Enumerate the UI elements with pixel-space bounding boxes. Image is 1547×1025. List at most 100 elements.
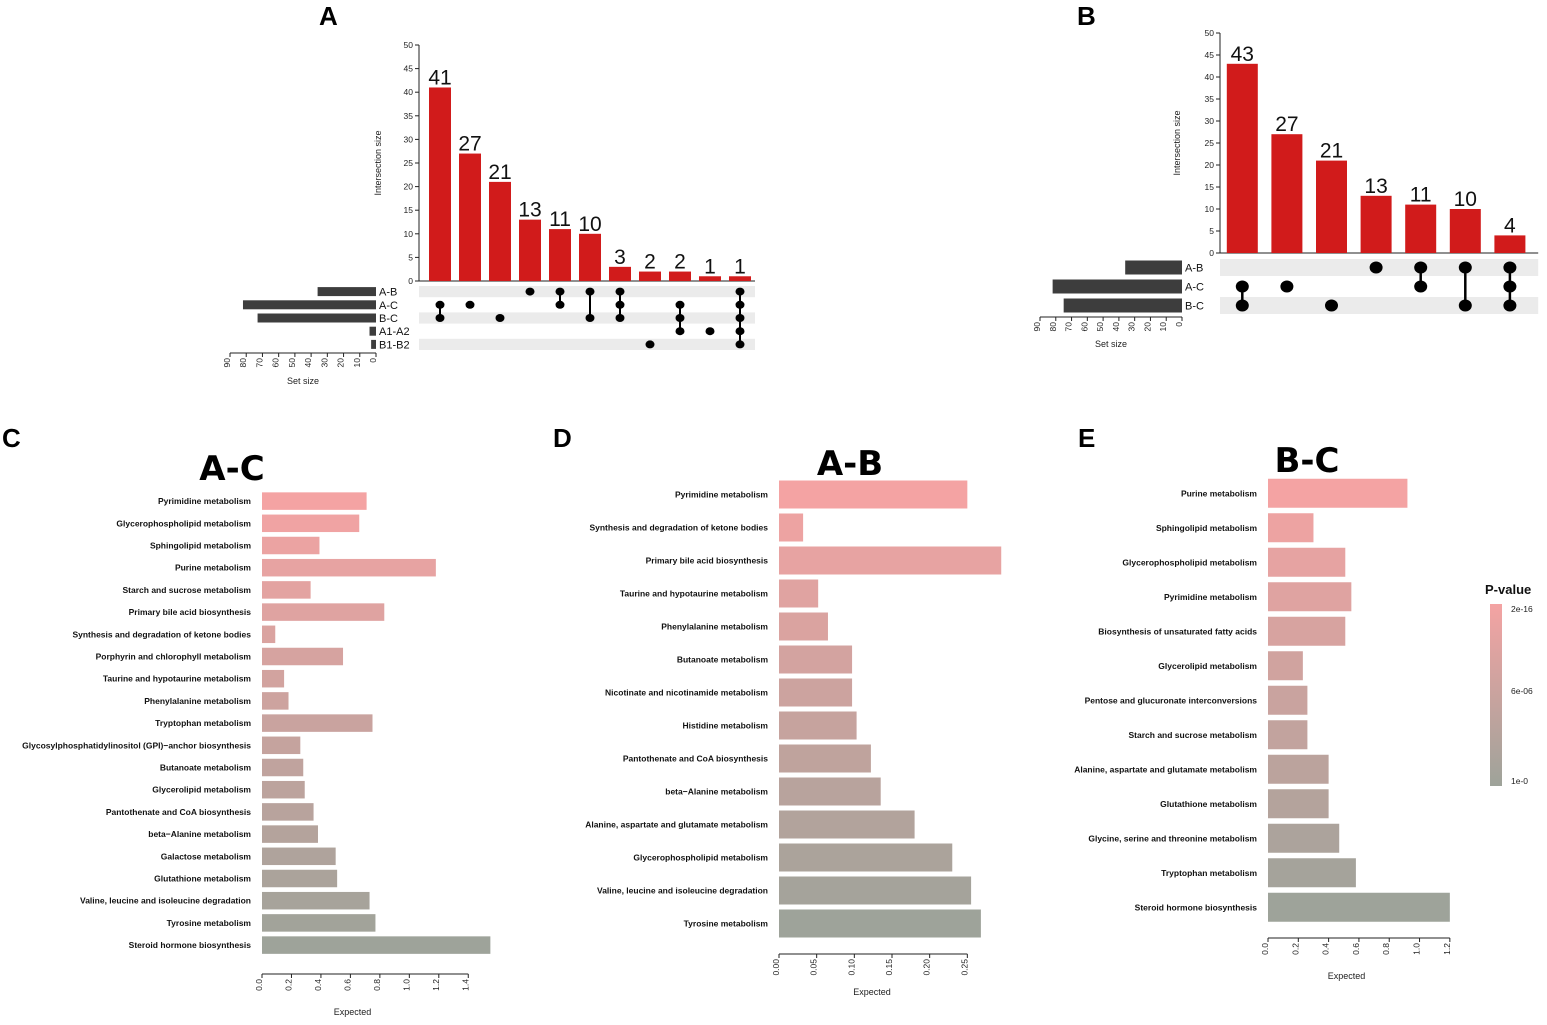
y-tick-label: 40 <box>1205 72 1215 82</box>
y-tick-label: 30 <box>404 134 414 144</box>
matrix-dot <box>1414 280 1428 293</box>
matrix-dot <box>735 287 745 296</box>
matrix-dot <box>555 287 565 296</box>
category-label: Phenylalanine metabolism <box>144 696 251 706</box>
intersection-bar <box>1449 209 1481 253</box>
category-bar <box>779 513 804 542</box>
y-tick-label: 15 <box>1205 182 1215 192</box>
set-size-tick-label: 0 <box>1174 322 1184 327</box>
category-label: Galactose metabolism <box>161 851 252 861</box>
matrix-dot <box>645 340 655 349</box>
y-tick-label: 25 <box>404 158 414 168</box>
category-label: Valine, leucine and isoleucine degradati… <box>597 886 768 896</box>
category-label: Pantothenate and CoA biosynthesis <box>623 754 768 764</box>
category-label: Glycine, serine and threonine metabolism <box>1088 833 1257 843</box>
bar-value-label: 27 <box>458 133 481 156</box>
category-bar <box>779 612 828 641</box>
set-size-bar <box>371 339 376 349</box>
y-tick-label: 50 <box>404 40 414 50</box>
y-tick-label: 45 <box>1205 50 1215 60</box>
set-size-tick-label: 60 <box>271 358 281 368</box>
category-label: Glycerophospholipid metabolism <box>1122 557 1257 567</box>
y-tick-label: 35 <box>1205 94 1215 104</box>
matrix-dot <box>735 340 745 349</box>
set-size-axis-label: Set size <box>287 376 319 386</box>
category-label: Synthesis and degradation of ketone bodi… <box>589 523 768 533</box>
matrix-dot <box>555 300 565 309</box>
category-label: Taurine and hypotaurine metabolism <box>103 674 252 684</box>
category-bar <box>1268 513 1314 543</box>
category-bar <box>262 780 305 799</box>
x-tick-label: 1.2 <box>431 979 441 991</box>
bar-value-label: 21 <box>1320 140 1343 163</box>
set-size-tick-label: 20 <box>1142 322 1152 332</box>
intersection-bar <box>669 271 691 281</box>
matrix-row-band <box>1220 297 1539 314</box>
category-bar <box>262 714 373 732</box>
matrix-dot <box>525 287 535 296</box>
category-bar <box>262 869 338 888</box>
category-label: Primary bile acid biosynthesis <box>646 556 769 566</box>
matrix-dot <box>1414 261 1428 274</box>
x-axis-label: Expected <box>334 1007 372 1017</box>
matrix-dot <box>585 287 595 296</box>
matrix-row-band <box>419 338 755 350</box>
bar-value-label: 2 <box>674 251 686 274</box>
set-size-tick-label: 20 <box>336 358 346 368</box>
category-bar <box>1268 582 1352 612</box>
x-tick-label: 0.25 <box>959 959 969 976</box>
set-size-bar <box>242 300 376 310</box>
x-tick-label: 1.0 <box>401 979 411 991</box>
set-size-tick-label: 90 <box>1032 322 1042 332</box>
category-label: Pyrimidine metabolism <box>1164 592 1257 602</box>
category-bar <box>262 692 289 710</box>
category-bar <box>262 803 314 821</box>
bar-value-label: 1 <box>704 255 716 278</box>
y-tick-label: 20 <box>1205 160 1215 170</box>
category-label: Tyrosine metabolism <box>167 918 252 928</box>
set-name-label: B-C <box>379 313 398 325</box>
set-size-bar <box>1063 298 1182 313</box>
x-tick-label: 0.0 <box>1260 943 1270 955</box>
x-tick-label: 0.8 <box>372 979 382 991</box>
intersection-bar <box>549 229 571 281</box>
matrix-dot <box>615 314 625 322</box>
intersection-bar <box>1271 134 1303 253</box>
category-label: Taurine and hypotaurine metabolism <box>620 589 769 599</box>
x-tick-label: 1.4 <box>460 979 470 991</box>
set-size-tick-label: 0 <box>368 358 378 363</box>
category-label: Glutathione metabolism <box>154 874 251 884</box>
set-size-tick-label: 10 <box>352 358 362 368</box>
category-label: Glycerolipid metabolism <box>1158 661 1257 671</box>
category-label: beta−Alanine metabolism <box>665 787 768 797</box>
category-bar <box>1268 651 1303 681</box>
y-tick-label: 45 <box>404 64 414 74</box>
bar-value-label: 21 <box>488 161 511 184</box>
category-bar <box>1268 754 1329 784</box>
category-label: Glutathione metabolism <box>1160 799 1257 809</box>
category-bar <box>779 480 968 509</box>
category-label: Steroid hormone biosynthesis <box>1135 902 1258 912</box>
set-size-tick-label: 30 <box>1127 322 1137 332</box>
category-label: Pyrimidine metabolism <box>675 490 768 500</box>
matrix-dot <box>435 314 445 322</box>
set-size-tick-label: 60 <box>1079 322 1089 332</box>
category-bar <box>779 546 1002 575</box>
matrix-dot <box>615 300 625 309</box>
bar-value-label: 41 <box>428 66 451 89</box>
matrix-dot <box>705 327 715 336</box>
category-label: Glycerolipid metabolism <box>152 785 251 795</box>
x-tick-label: 0.0 <box>254 979 264 991</box>
category-bar <box>262 669 285 688</box>
y-tick-label: 20 <box>404 182 414 192</box>
x-tick-label: 0.00 <box>771 959 781 976</box>
panel-label-e: E <box>1078 423 1095 453</box>
category-bar <box>779 744 871 773</box>
bar-plot-d: Pyrimidine metabolism Synthesis and degra… <box>585 480 1002 997</box>
legend-gradient-bar <box>1490 604 1502 786</box>
category-bar <box>1268 823 1340 853</box>
set-size-tick-label: 80 <box>1048 322 1058 332</box>
panel-label-c: C <box>2 423 21 453</box>
intersection-bar <box>519 219 541 281</box>
bar-value-label: 1 <box>734 255 746 278</box>
